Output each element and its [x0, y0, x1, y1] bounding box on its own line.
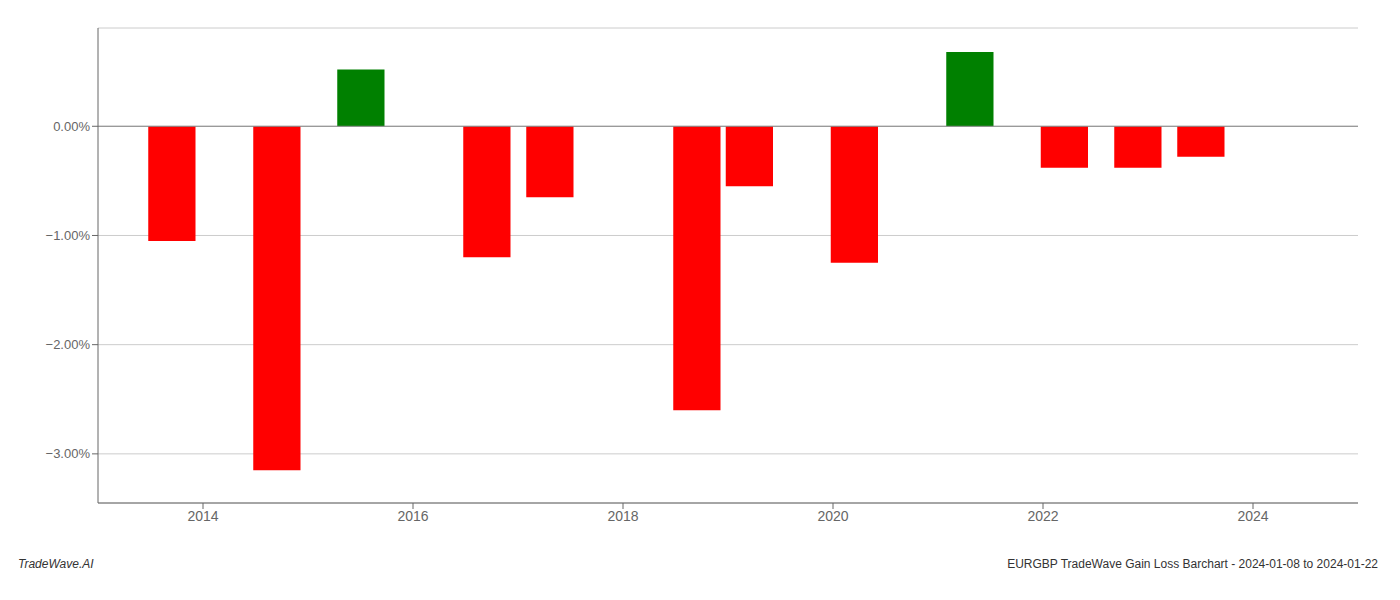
svg-text:2020: 2020	[817, 508, 848, 524]
svg-text:−3.00%: −3.00%	[46, 446, 91, 461]
svg-text:2016: 2016	[397, 508, 428, 524]
svg-text:2022: 2022	[1027, 508, 1058, 524]
svg-text:−1.00%: −1.00%	[46, 228, 91, 243]
svg-text:0.00%: 0.00%	[53, 119, 90, 134]
svg-text:2014: 2014	[187, 508, 218, 524]
html-text:TradeWave.AI: TradeWave.AI	[18, 557, 94, 571]
svg-text:−2.00%: −2.00%	[46, 337, 91, 352]
svg-text:2018: 2018	[607, 508, 638, 524]
svg-text:2024: 2024	[1237, 508, 1268, 524]
html-text:EURGBP TradeWave Gain Loss Bar: EURGBP TradeWave Gain Loss Barchart - 20…	[1007, 557, 1378, 571]
